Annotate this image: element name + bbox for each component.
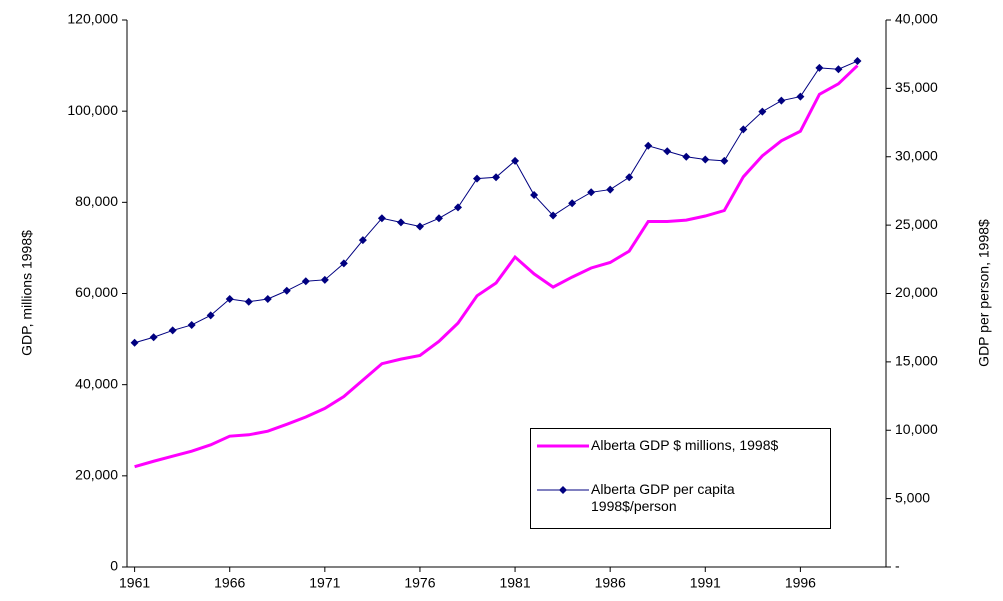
marker: [796, 92, 805, 101]
marker: [149, 333, 158, 342]
y2-tick-label: 10,000: [895, 421, 938, 437]
marker: [225, 294, 234, 303]
marker: [834, 65, 843, 74]
x-tick-label: 1971: [309, 575, 340, 591]
marker: [301, 277, 310, 286]
marker: [244, 297, 253, 306]
marker: [320, 275, 329, 284]
legend-entry: Alberta GDP per capita 1998$/person: [531, 481, 821, 515]
marker: [396, 218, 405, 227]
marker: [130, 338, 139, 347]
y2-tick-label: 15,000: [895, 353, 938, 369]
marker: [815, 63, 824, 72]
marker: [625, 173, 634, 182]
marker: [453, 203, 462, 212]
marker: [587, 188, 596, 197]
x-tick-label: 1966: [214, 575, 245, 591]
series-line: [134, 60, 858, 344]
marker: [644, 141, 653, 150]
y2-tick-label: 35,000: [895, 79, 938, 95]
marker: [206, 311, 215, 320]
marker: [415, 222, 424, 231]
marker: [473, 174, 482, 183]
x-tick-label: 1986: [595, 575, 626, 591]
x-tick-label: 1981: [499, 575, 530, 591]
marker: [263, 294, 272, 303]
marker: [492, 173, 501, 182]
marker: [511, 156, 520, 165]
y-tick-label: 120,000: [67, 11, 118, 27]
legend-key: [537, 486, 589, 494]
y2-tick-label: 25,000: [895, 216, 938, 232]
marker: [701, 155, 710, 164]
x-tick-label: 1996: [785, 575, 816, 591]
y2-tick-label: 30,000: [895, 147, 938, 163]
marker: [739, 125, 748, 134]
y-tick-label: 60,000: [75, 284, 118, 300]
marker: [168, 326, 177, 335]
y2-tick-label: 20,000: [895, 284, 938, 300]
marker: [682, 152, 691, 161]
legend: Alberta GDP $ millions, 1998$ Alberta GDP…: [530, 428, 831, 529]
marker: [530, 191, 539, 200]
legend-entry: Alberta GDP $ millions, 1998$: [531, 437, 821, 455]
legend-label: Alberta GDP $ millions, 1998$: [591, 437, 779, 453]
y2-tick-label: -: [895, 558, 900, 574]
marker: [358, 236, 367, 245]
y2-tick-label: 40,000: [895, 11, 938, 27]
marker: [339, 259, 348, 268]
marker: [758, 107, 767, 116]
marker: [606, 185, 615, 194]
legend-marker: [559, 486, 567, 494]
y-tick-label: 80,000: [75, 193, 118, 209]
marker: [720, 156, 729, 165]
marker: [282, 286, 291, 295]
marker: [187, 320, 196, 329]
marker: [377, 214, 386, 223]
x-tick-label: 1991: [690, 575, 721, 591]
marker: [663, 147, 672, 156]
y-axis-label: GDP, millions 1998$: [19, 230, 35, 356]
x-tick-label: 1976: [404, 575, 435, 591]
y-tick-label: 0: [110, 558, 118, 574]
marker: [434, 214, 443, 223]
marker: [777, 96, 786, 105]
marker: [549, 211, 558, 220]
legend-label: Alberta GDP per capita 1998$/person: [591, 481, 735, 514]
x-tick-label: 1961: [119, 575, 150, 591]
y-tick-label: 40,000: [75, 375, 118, 391]
y2-axis-label: GDP per person, 1998$: [976, 219, 992, 367]
marker: [853, 57, 862, 66]
legend-key: [537, 444, 589, 448]
y-tick-label: 20,000: [75, 467, 118, 483]
series-line: [134, 64, 859, 469]
marker: [568, 199, 577, 208]
y-tick-label: 100,000: [67, 102, 118, 118]
y2-tick-label: 5,000: [895, 489, 930, 505]
